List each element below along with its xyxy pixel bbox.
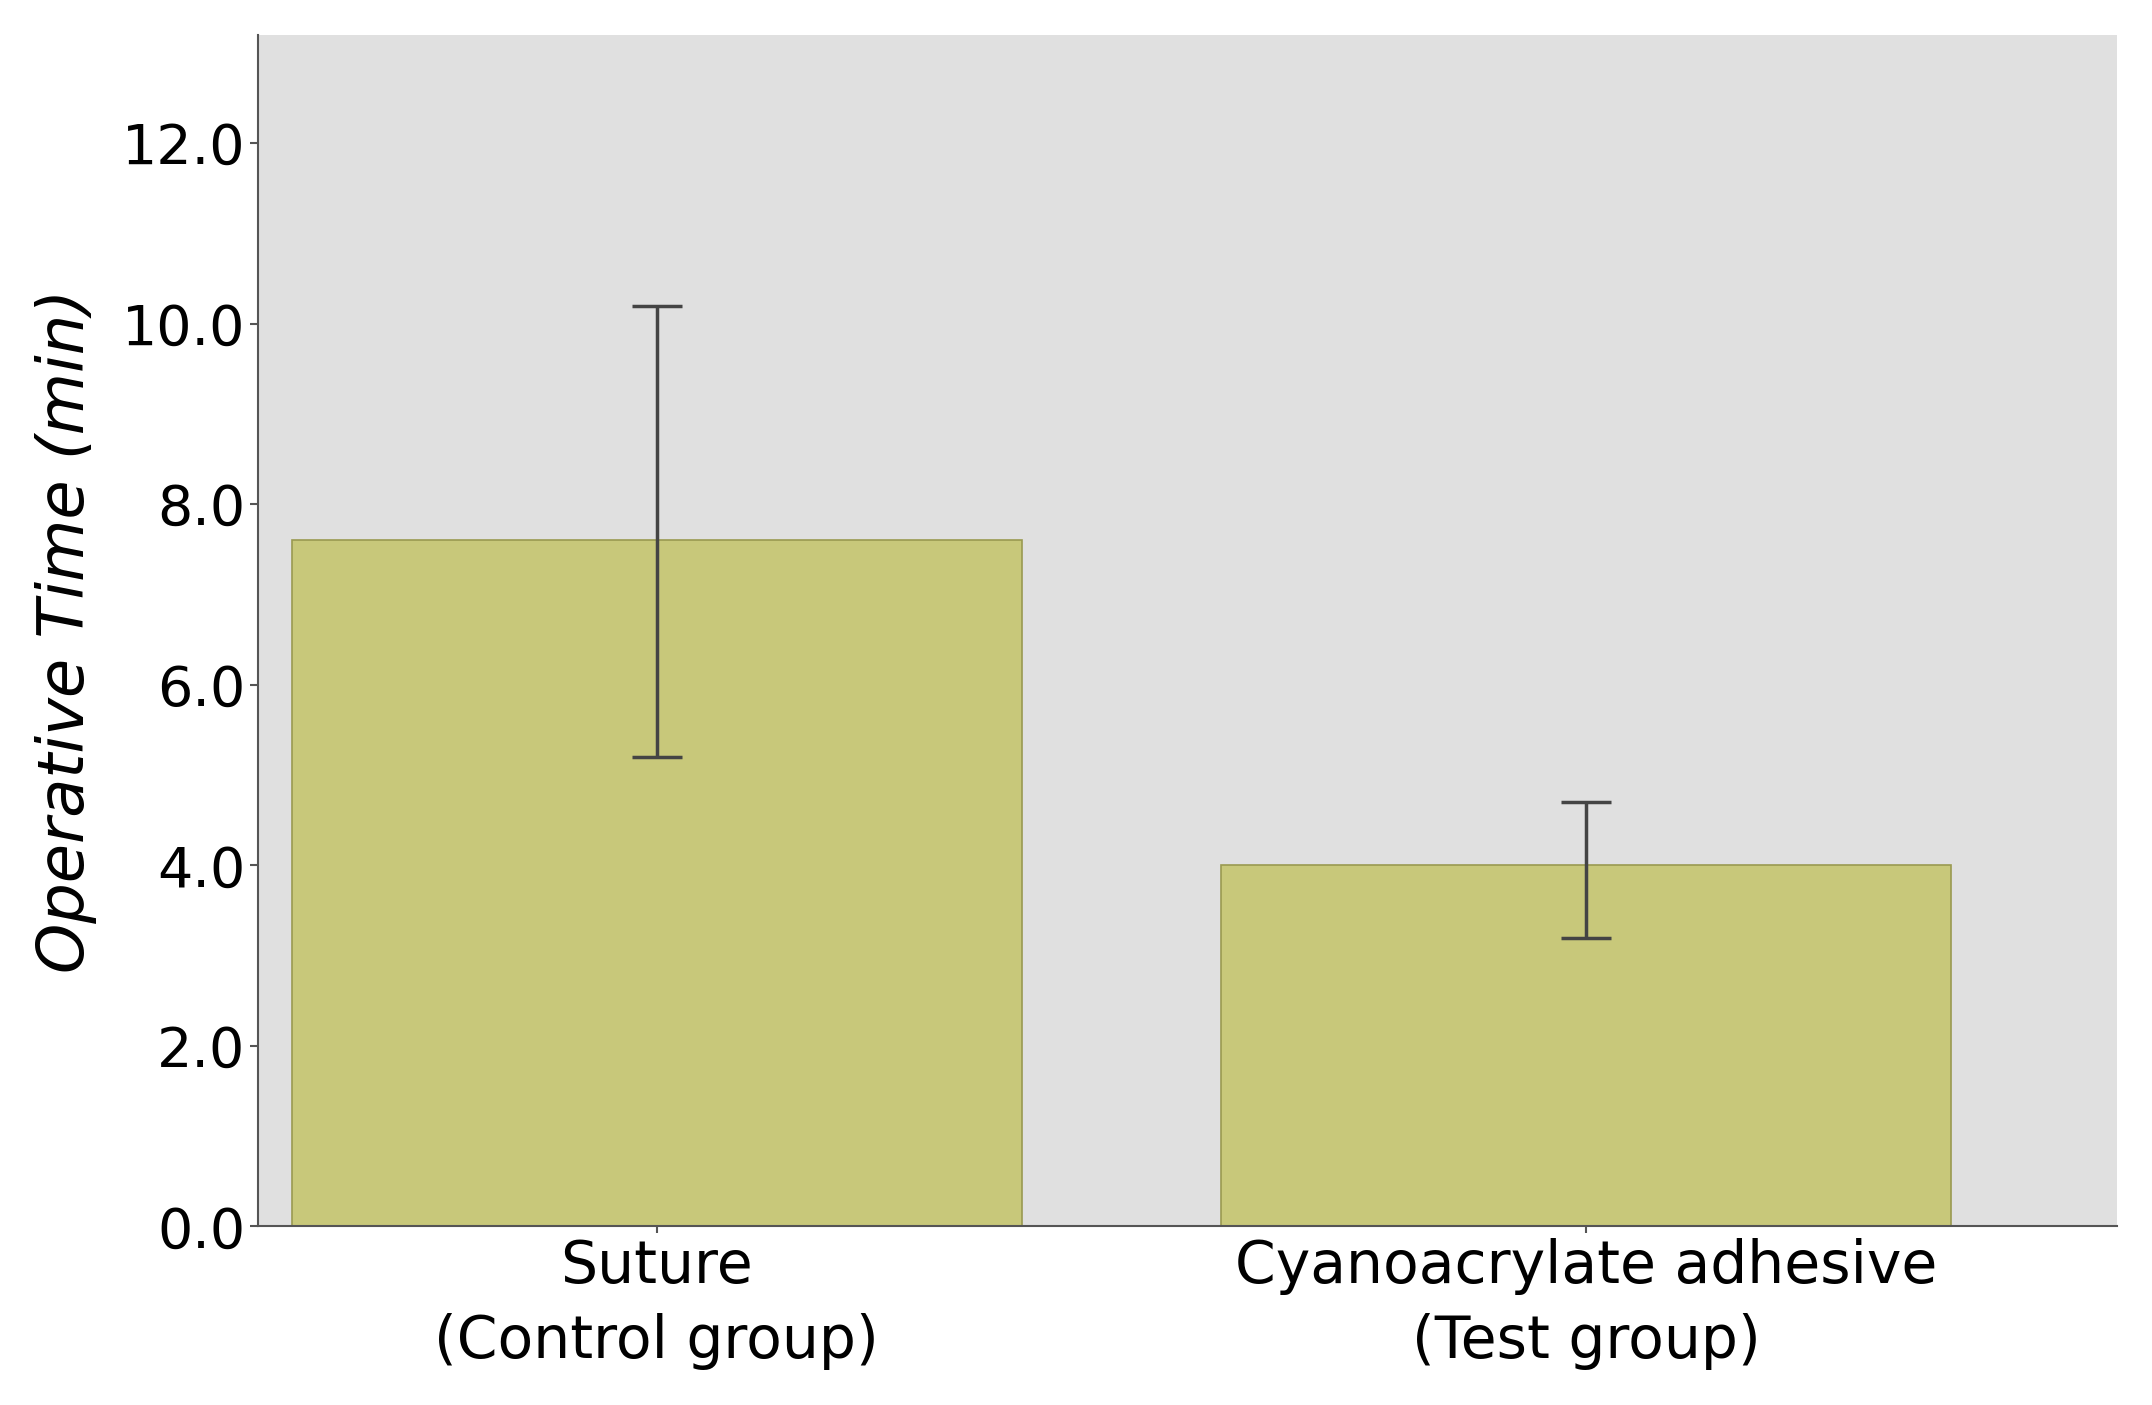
Bar: [293, 541, 1022, 1227]
Y-axis label: Operative Time (min): Operative Time (min): [34, 288, 97, 972]
Bar: [1220, 865, 1952, 1227]
